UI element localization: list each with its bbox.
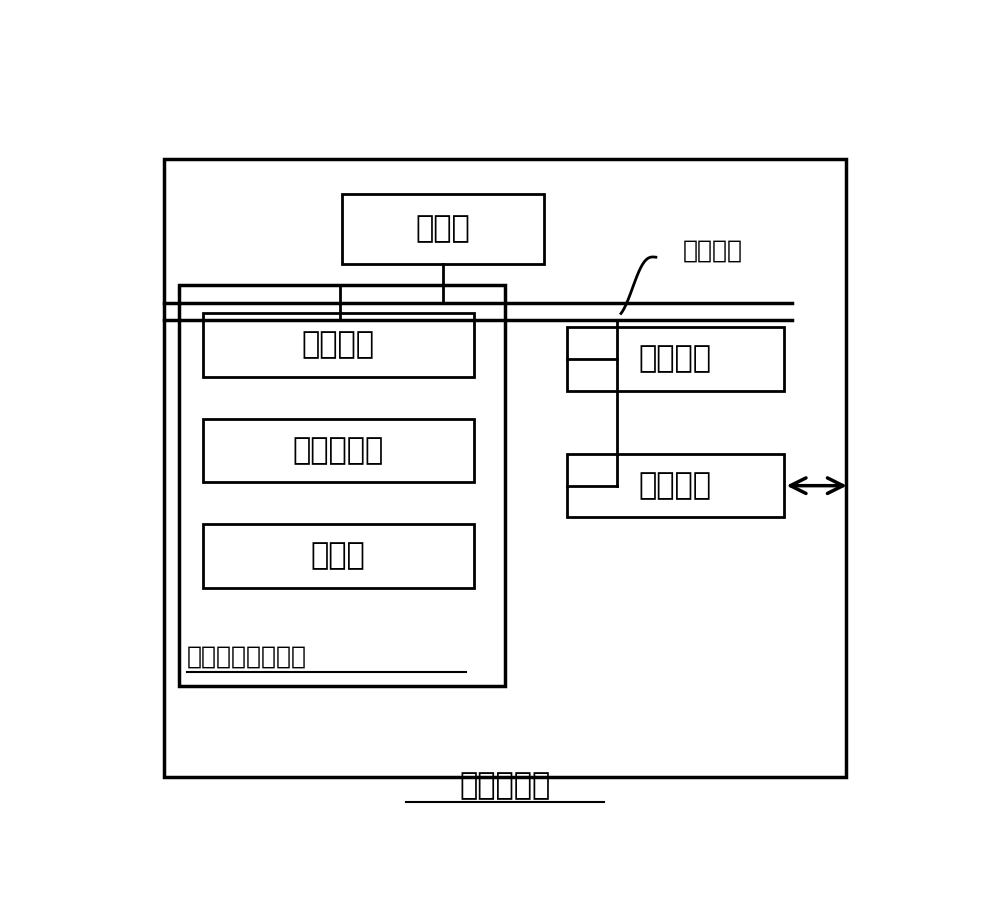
Text: 非易失性存储介质: 非易失性存储介质 xyxy=(187,645,307,668)
Text: 系统总线: 系统总线 xyxy=(683,238,743,262)
Bar xyxy=(342,194,544,264)
Text: 网络接口: 网络接口 xyxy=(639,471,712,500)
Bar xyxy=(567,454,784,518)
Text: 内存储器: 内存储器 xyxy=(639,344,712,373)
Text: 操作系统: 操作系统 xyxy=(302,331,375,360)
Bar xyxy=(202,524,474,588)
Text: 处理器: 处理器 xyxy=(415,215,470,244)
Bar xyxy=(567,328,784,391)
Text: 数据库: 数据库 xyxy=(311,541,366,571)
Text: 计算机设备: 计算机设备 xyxy=(459,771,550,800)
Bar xyxy=(202,313,474,377)
Text: 计算机程序: 计算机程序 xyxy=(292,436,384,465)
Bar xyxy=(164,159,846,778)
Bar xyxy=(179,286,505,686)
Bar xyxy=(202,419,474,482)
